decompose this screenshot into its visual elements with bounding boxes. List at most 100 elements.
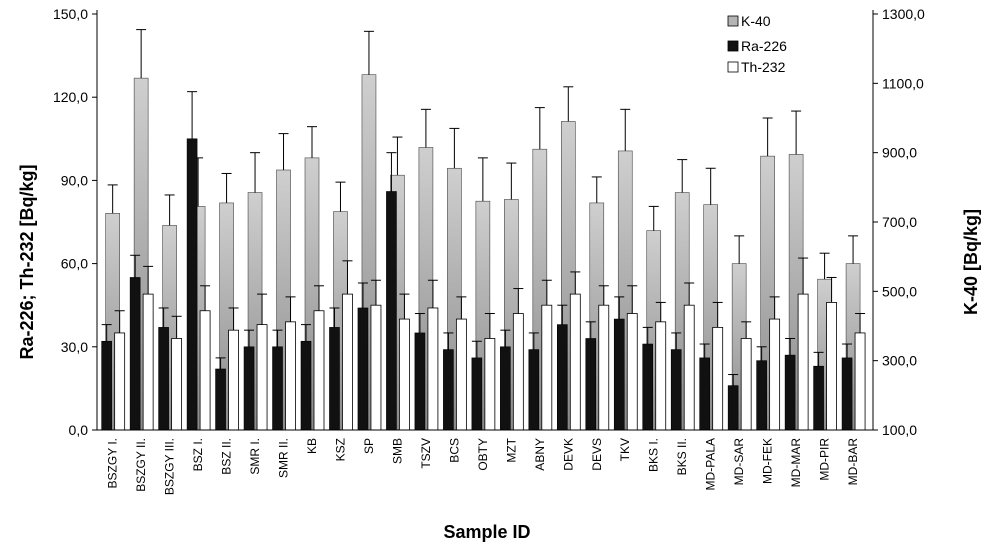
- bar-th232: [256, 324, 268, 431]
- bar-group: [129, 29, 154, 431]
- category-label: DEVK: [561, 438, 575, 471]
- bar-ra226: [129, 277, 141, 431]
- y-right-tick-label: 1300,0: [882, 6, 925, 22]
- category-label: BSZGY II.: [134, 438, 148, 492]
- category-label: MZT: [504, 437, 518, 462]
- category-label: MD-MAR: [789, 438, 803, 488]
- legend-swatch-k40: [727, 15, 739, 27]
- bar-group: [357, 30, 382, 431]
- bar-ra226: [357, 307, 369, 431]
- bar-group: [300, 126, 325, 431]
- bar-th232: [626, 313, 638, 431]
- category-label: ABNY: [533, 438, 547, 471]
- category-label: BKS II.: [675, 438, 689, 475]
- bar-ra226: [300, 340, 312, 431]
- category-label: TKV: [618, 438, 632, 461]
- bar-th232: [854, 332, 866, 431]
- y-axis-left-title: Ra-226; Th-232 [Bq/kg]: [17, 164, 37, 359]
- bar-ra226: [186, 138, 198, 431]
- bar-group: [215, 172, 239, 431]
- category-label: BCS: [447, 438, 461, 463]
- bars-layer: [101, 29, 866, 431]
- bar-group: [500, 162, 524, 431]
- category-labels: BSZGY I. BSZGY II. BSZGY III. BSZ I. BSZ II.…: [106, 437, 860, 495]
- bar-th232: [114, 332, 126, 431]
- bar-group: [556, 86, 581, 431]
- bar-group: [841, 235, 866, 431]
- bar-ra226: [272, 346, 283, 431]
- y-right-tick-label: 1100,0: [882, 75, 924, 91]
- category-label: MD-BAR: [846, 438, 860, 486]
- category-label: BKS I.: [647, 438, 661, 472]
- bar-group: [414, 108, 439, 431]
- category-label: BSZ I.: [191, 438, 205, 471]
- category-label: SP: [362, 438, 376, 454]
- bar-th232: [712, 326, 724, 431]
- y-right-tick-label: 300,0: [882, 353, 917, 369]
- bar-ra226: [329, 327, 340, 431]
- bar-group: [386, 136, 410, 431]
- category-label: KB: [305, 438, 319, 454]
- x-axis-title: Sample ID: [443, 522, 530, 542]
- bar-th232: [427, 307, 439, 431]
- bar-th232: [370, 304, 382, 431]
- bar-th232: [826, 302, 837, 431]
- bar-group: [243, 152, 268, 431]
- bar-ra226: [585, 338, 597, 431]
- bar-group: [756, 117, 781, 431]
- bar-ra226: [101, 340, 112, 431]
- bar-group: [727, 235, 752, 431]
- bar-group: [642, 205, 667, 431]
- category-label: MD-PIR: [818, 438, 832, 481]
- legend-label-th232: Th-232: [741, 59, 786, 75]
- bar-ra226: [556, 324, 568, 431]
- bar-ra226: [500, 346, 511, 431]
- bar-ra226: [386, 191, 397, 431]
- bar-ra226: [215, 368, 226, 431]
- category-label: DEVS: [590, 438, 604, 471]
- category-label: BSZGY I.: [106, 438, 120, 488]
- bar-group: [528, 107, 553, 431]
- bar-ra226: [613, 318, 625, 431]
- bar-group: [329, 181, 353, 431]
- legend-swatch-th232: [727, 61, 739, 73]
- legend-label-ra226: Ra-226: [741, 38, 787, 54]
- y-right-tick-label: 900,0: [882, 145, 917, 161]
- bar-ra226: [414, 332, 426, 431]
- bar-th232: [199, 310, 211, 431]
- bar-group: [699, 167, 724, 431]
- bar-ra226: [841, 357, 853, 431]
- bar-ra226: [471, 357, 483, 431]
- bar-ra226: [642, 343, 654, 431]
- legend-swatch-ra226: [727, 40, 739, 52]
- bar-th232: [683, 304, 695, 431]
- bar-group: [186, 91, 211, 431]
- y-right-tick-label: 700,0: [882, 214, 917, 230]
- bar-th232: [797, 293, 809, 431]
- y-left-tick-label: 30,0: [61, 339, 88, 355]
- bar-ra226: [670, 349, 682, 431]
- bar-th232: [228, 329, 239, 431]
- y-left-tick-label: 0,0: [69, 422, 89, 438]
- category-label: KSZ: [333, 438, 347, 461]
- category-label: MD-PALA: [704, 438, 718, 490]
- bar-group: [101, 184, 126, 431]
- bar-th232: [655, 321, 667, 431]
- bar-th232: [740, 338, 752, 431]
- bar-th232: [569, 293, 581, 431]
- y-left-tick-label: 120,0: [53, 89, 88, 105]
- bar-group: [443, 127, 467, 431]
- category-label: TSZV: [419, 438, 433, 469]
- bar-ra226: [528, 349, 540, 431]
- bar-group: [585, 176, 610, 431]
- y-right-tick-label: 100,0: [882, 422, 917, 438]
- bar-ra226: [243, 346, 255, 431]
- category-label: MD-FEK: [761, 438, 775, 484]
- bar-th232: [342, 293, 353, 431]
- bar-ra226: [158, 327, 169, 431]
- axes-layer: 0,0 30,0 60,0 90,0 120,0 150,0 100,0 300,0 500,0…: [53, 6, 925, 438]
- bar-group: [272, 133, 296, 431]
- bar-ra226: [784, 354, 796, 431]
- bar-th232: [512, 313, 524, 431]
